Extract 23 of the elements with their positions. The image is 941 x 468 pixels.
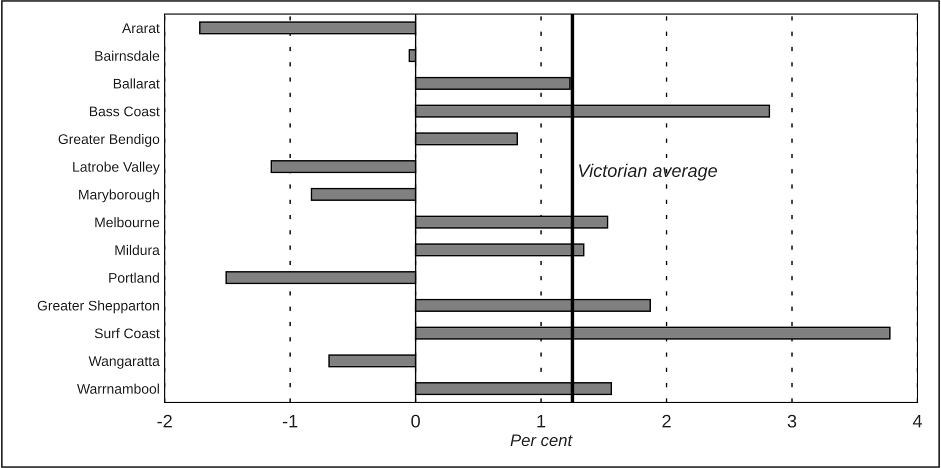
y-tick-label: Ararat — [122, 23, 160, 34]
y-tick-label: Mildura — [115, 244, 160, 256]
y-tick-label: Maryborough — [79, 189, 159, 202]
x-axis-title: Per cent — [510, 434, 573, 446]
y-tick-label: Portland — [109, 272, 159, 283]
x-tick-label: 4 — [912, 414, 922, 428]
x-tick-label: -2 — [157, 414, 172, 428]
y-tick-label: Melbourne — [95, 217, 160, 228]
x-tick-label: 1 — [537, 414, 546, 428]
y-tick-label: Greater Bendigo — [58, 134, 160, 147]
y-tick-label: Latrobe Valley — [73, 162, 160, 175]
y-tick-label: Greater Shepparton — [38, 300, 159, 314]
y-tick-label: Warrnambool — [77, 384, 159, 394]
y-tick-label: Bass Coast — [90, 106, 160, 116]
x-tick-label: -1 — [282, 414, 298, 428]
ref-line-label: Victorian average — [579, 164, 717, 181]
x-tick-label: 3 — [788, 414, 796, 428]
y-tick-label: Ballarat — [114, 78, 160, 89]
x-tick-label: 0 — [411, 414, 420, 428]
x-tick-label: 2 — [662, 414, 671, 428]
y-tick-label: Wangaratta — [88, 356, 160, 369]
y-tick-label: Surf Coast — [94, 328, 160, 338]
y-tick-label: Bairnsdale — [95, 50, 160, 61]
